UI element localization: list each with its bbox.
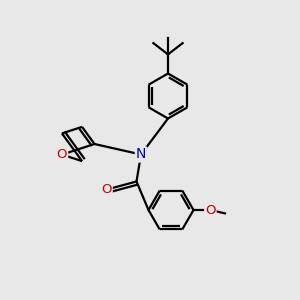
Text: O: O (101, 183, 112, 196)
Text: O: O (205, 203, 216, 217)
Text: N: N (136, 148, 146, 161)
Text: O: O (57, 148, 67, 161)
